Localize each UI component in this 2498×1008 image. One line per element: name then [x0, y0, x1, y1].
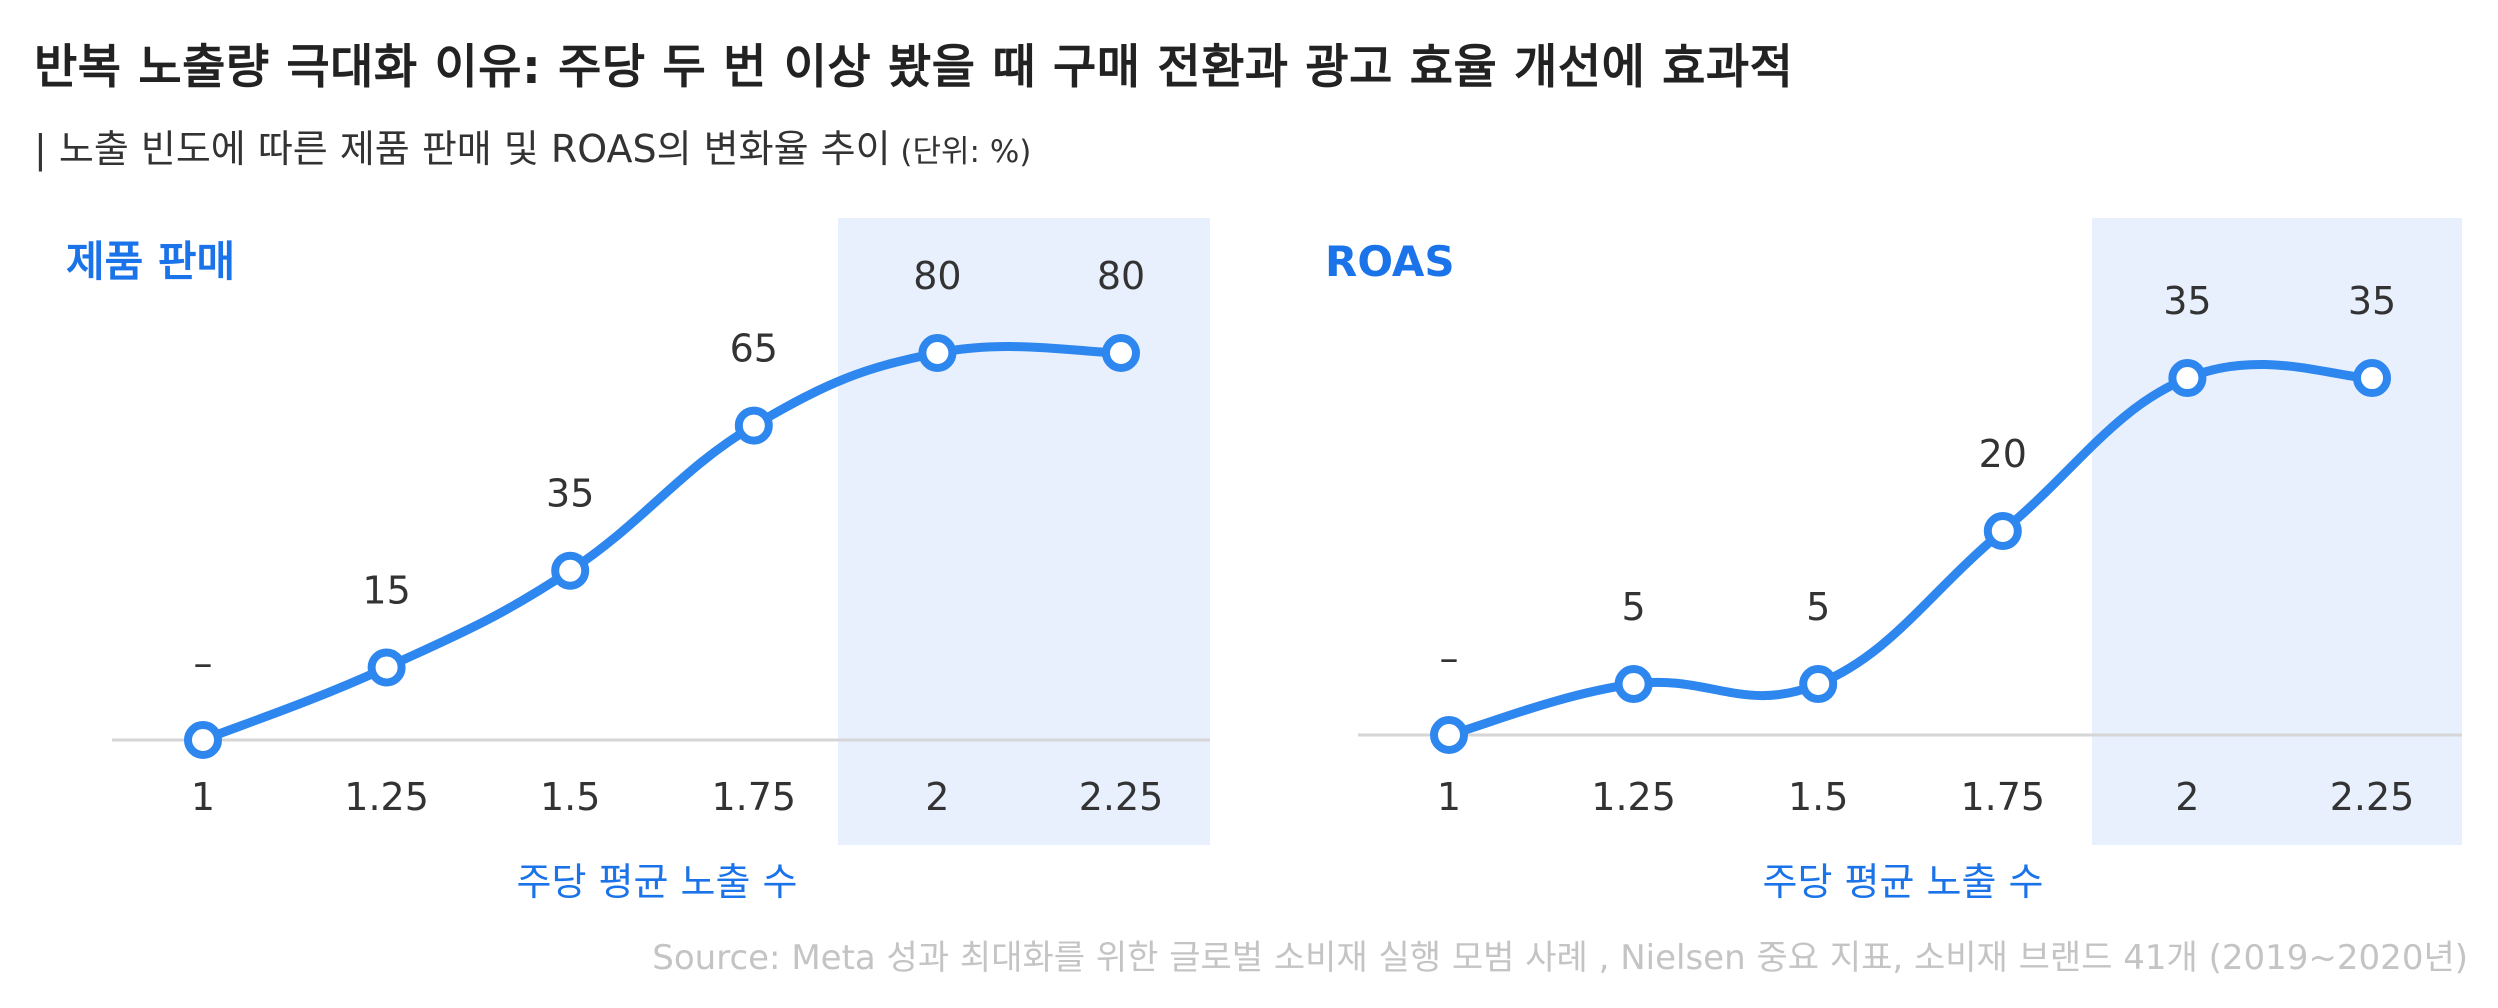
data-point: [184, 721, 222, 759]
unit-note: (단위: %): [890, 134, 1032, 170]
x-tick-label: 1.5: [540, 775, 600, 819]
data-label: 35: [2163, 279, 2211, 323]
x-tick-label: 1.75: [711, 775, 796, 819]
data-point: [1799, 665, 1838, 704]
data-point: [2353, 359, 2391, 398]
data-label: 35: [2348, 279, 2396, 323]
page-title: 반복 노출량 극대화 이유: 주당 두 번 이상 봤을 때 구매 전환과 광고 …: [34, 40, 1794, 95]
highlight-band: [838, 218, 1210, 845]
chart-panel-1: 제품 판매 – 1 15 1.25 35 1.5 65 1.75 80 2 80 2.25 주당 평균 노…: [66, 218, 1210, 904]
x-axis-label: 주당 평균 노출 수: [517, 860, 798, 904]
data-point: [367, 648, 406, 687]
x-tick-label: 2: [925, 775, 949, 819]
x-tick-label: 1: [191, 775, 215, 819]
data-label: 5: [1806, 585, 1830, 629]
data-point: [734, 406, 773, 445]
subtitle-text: | 노출 빈도에 따른 제품 판매 및 ROAS의 변화율 추이: [34, 127, 891, 171]
chart-panel-2: ROAS – 1 5 1.25 5 1.5 20 1.75 35 2 35 2.25 주당 평균 노출 수: [1325, 218, 2462, 904]
data-label: 5: [1622, 585, 1646, 629]
chart-title: ROAS: [1325, 237, 1455, 286]
data-label: –: [194, 641, 213, 685]
data-point: [918, 334, 957, 372]
data-label: 80: [1097, 254, 1145, 298]
data-point: [1102, 334, 1140, 372]
data-point: [1614, 665, 1653, 704]
data-label: 20: [1979, 432, 2027, 476]
data-label: 80: [913, 254, 961, 298]
x-tick-label: 1.5: [1788, 775, 1848, 819]
x-axis-label: 주당 평균 노출 수: [1763, 860, 2044, 904]
data-point: [1983, 512, 2022, 551]
x-tick-label: 1: [1437, 775, 1461, 819]
data-point: [2168, 359, 2207, 398]
chart-title: 제품 판매: [66, 237, 235, 286]
x-tick-label: 2: [2175, 775, 2199, 819]
data-label: 35: [546, 472, 594, 516]
x-tick-label: 2.25: [1079, 775, 1164, 819]
x-tick-label: 1.25: [1591, 775, 1676, 819]
page-subtitle: | 노출 빈도에 따른 제품 판매 및 ROAS의 변화율 추이 (단위: %): [34, 118, 1031, 173]
x-tick-label: 2.25: [2330, 775, 2415, 819]
data-point: [551, 551, 590, 590]
data-label: 15: [362, 568, 410, 612]
source-note: Source: Meta 성과 최대화를 위한 글로벌 소비재 실행 모범 사례…: [652, 938, 2468, 978]
data-point: [1430, 716, 1468, 754]
highlight-band: [2092, 218, 2462, 845]
x-tick-label: 1.75: [1960, 775, 2045, 819]
x-tick-label: 1.25: [344, 775, 429, 819]
data-label: 65: [730, 327, 778, 371]
data-label: –: [1440, 636, 1459, 680]
